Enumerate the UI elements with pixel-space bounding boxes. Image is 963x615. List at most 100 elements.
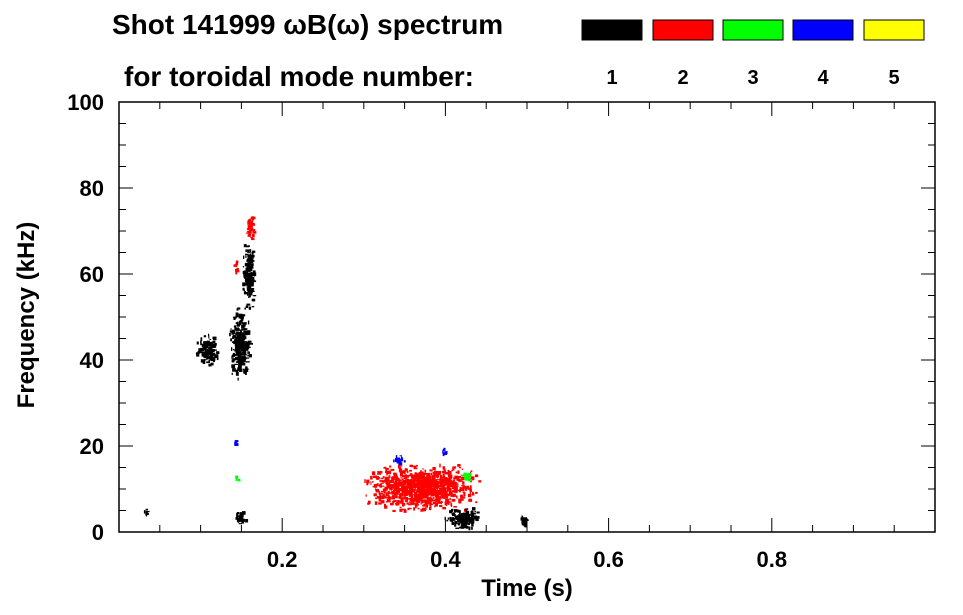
spectrum-speck xyxy=(456,488,458,492)
spectrum-region-mode-1 xyxy=(229,307,253,381)
spectrum-speck xyxy=(524,525,528,528)
spectrum-speck xyxy=(385,468,389,470)
spectrum-speck xyxy=(196,354,200,357)
spectrum-speck xyxy=(240,362,244,366)
spectrum-speck xyxy=(390,468,395,471)
spectrum-speck xyxy=(458,514,460,517)
spectrum-speck xyxy=(242,287,245,291)
spectrum-speck xyxy=(453,493,456,497)
spectrum-speck xyxy=(450,503,453,507)
spectrum-speck xyxy=(250,290,254,293)
spectrum-speck xyxy=(471,515,473,518)
spectrum-speck xyxy=(251,254,255,258)
spectrum-speck xyxy=(432,472,436,474)
spectrum-speck xyxy=(410,476,414,479)
spectrum-speck xyxy=(238,361,241,364)
spectrum-speck xyxy=(436,490,439,494)
spectrum-speck xyxy=(429,506,432,511)
spectrum-speck xyxy=(411,485,415,488)
legend-label-mode-2: 2 xyxy=(677,67,688,89)
spectrum-speck xyxy=(414,475,418,479)
spectrum-speck xyxy=(388,475,391,479)
spectrum-speck xyxy=(458,477,462,479)
spectrum-speck xyxy=(454,524,457,527)
spectrum-speck xyxy=(458,526,461,529)
spectrum-speck xyxy=(420,471,424,474)
spectrum-speck xyxy=(451,481,456,485)
spectrum-speck xyxy=(387,472,390,475)
spectrum-speck xyxy=(447,478,450,480)
spectrum-speck xyxy=(234,441,237,446)
spectrum-speck xyxy=(383,466,387,469)
spectrum-speck xyxy=(238,368,243,372)
spectrum-speck xyxy=(444,479,448,483)
spectrum-speck xyxy=(442,507,446,510)
spectrum-speck xyxy=(250,266,254,269)
spectrum-speck xyxy=(389,492,391,495)
spectrum-speck xyxy=(408,482,412,486)
spectrum-speck xyxy=(446,519,449,522)
spectrum-speck xyxy=(408,484,413,486)
spectrum-speck xyxy=(251,298,256,302)
spectrum-speck xyxy=(235,339,239,342)
spectrum-speck xyxy=(236,328,240,331)
spectrum-speck xyxy=(373,475,377,478)
spectrum-speck xyxy=(469,485,472,490)
spectrum-region-mode-3 xyxy=(461,472,472,482)
spectrum-speck xyxy=(434,481,438,484)
spectrum-speck xyxy=(405,481,408,484)
spectrum-speck xyxy=(450,493,454,497)
spectrum-speck xyxy=(248,249,250,251)
spectrum-speck xyxy=(399,506,402,508)
spectrum-speck xyxy=(242,511,246,515)
spectrum-speck xyxy=(428,492,431,496)
spectrum-speck xyxy=(445,491,449,493)
spectrum-speck xyxy=(391,496,394,498)
spectrum-speck xyxy=(458,489,461,493)
spectrum-speck xyxy=(440,491,443,496)
spectrum-speck xyxy=(406,497,408,502)
spectrum-speck xyxy=(419,480,423,484)
chart-title-line2: for toroidal mode number: xyxy=(124,61,474,92)
spectrum-speck xyxy=(391,489,393,492)
spectrum-speck xyxy=(235,476,238,478)
spectrum-speck xyxy=(244,328,248,330)
spectrum-speck xyxy=(212,352,216,354)
spectrum-speck xyxy=(411,497,416,500)
spectrum-speck xyxy=(447,480,450,483)
spectrum-speck xyxy=(245,348,249,351)
spectrum-speck xyxy=(438,492,440,495)
spectrum-speck xyxy=(248,284,251,289)
spectrum-speck xyxy=(230,328,232,331)
spectrum-speck xyxy=(386,501,389,503)
spectrum-speck xyxy=(239,345,241,349)
spectrum-speck xyxy=(385,496,388,499)
spectrum-speck xyxy=(403,487,408,491)
spectrum-speck xyxy=(235,341,239,343)
spectrum-speck xyxy=(248,296,250,298)
spectrum-speck xyxy=(447,488,451,492)
spectrum-speck xyxy=(469,519,472,523)
x-tick-label: 0.2 xyxy=(267,547,298,572)
spectrum-speck xyxy=(415,467,418,470)
spectrum-speck xyxy=(234,443,239,446)
spectrum-speck xyxy=(404,490,408,495)
spectrum-speck xyxy=(241,342,244,344)
spectrum-speck xyxy=(395,503,398,506)
spectrum-speck xyxy=(239,367,241,369)
spectrum-speck xyxy=(252,279,255,281)
spectrum-speck xyxy=(382,480,385,483)
spectrum-speck xyxy=(466,520,470,522)
spectrum-speck xyxy=(240,516,244,521)
spectrum-speck xyxy=(245,354,247,356)
spectrum-speck xyxy=(416,476,421,479)
spectrum-speck xyxy=(205,350,207,354)
spectrum-speck xyxy=(244,244,247,247)
spectrum-speck xyxy=(247,220,250,223)
spectrum-speck xyxy=(384,486,388,490)
spectrum-speck xyxy=(420,493,424,496)
spectrum-speck xyxy=(389,486,392,491)
spectrum-speck xyxy=(371,471,376,476)
spectrum-speck xyxy=(212,343,216,347)
spectrum-speck xyxy=(398,465,403,467)
